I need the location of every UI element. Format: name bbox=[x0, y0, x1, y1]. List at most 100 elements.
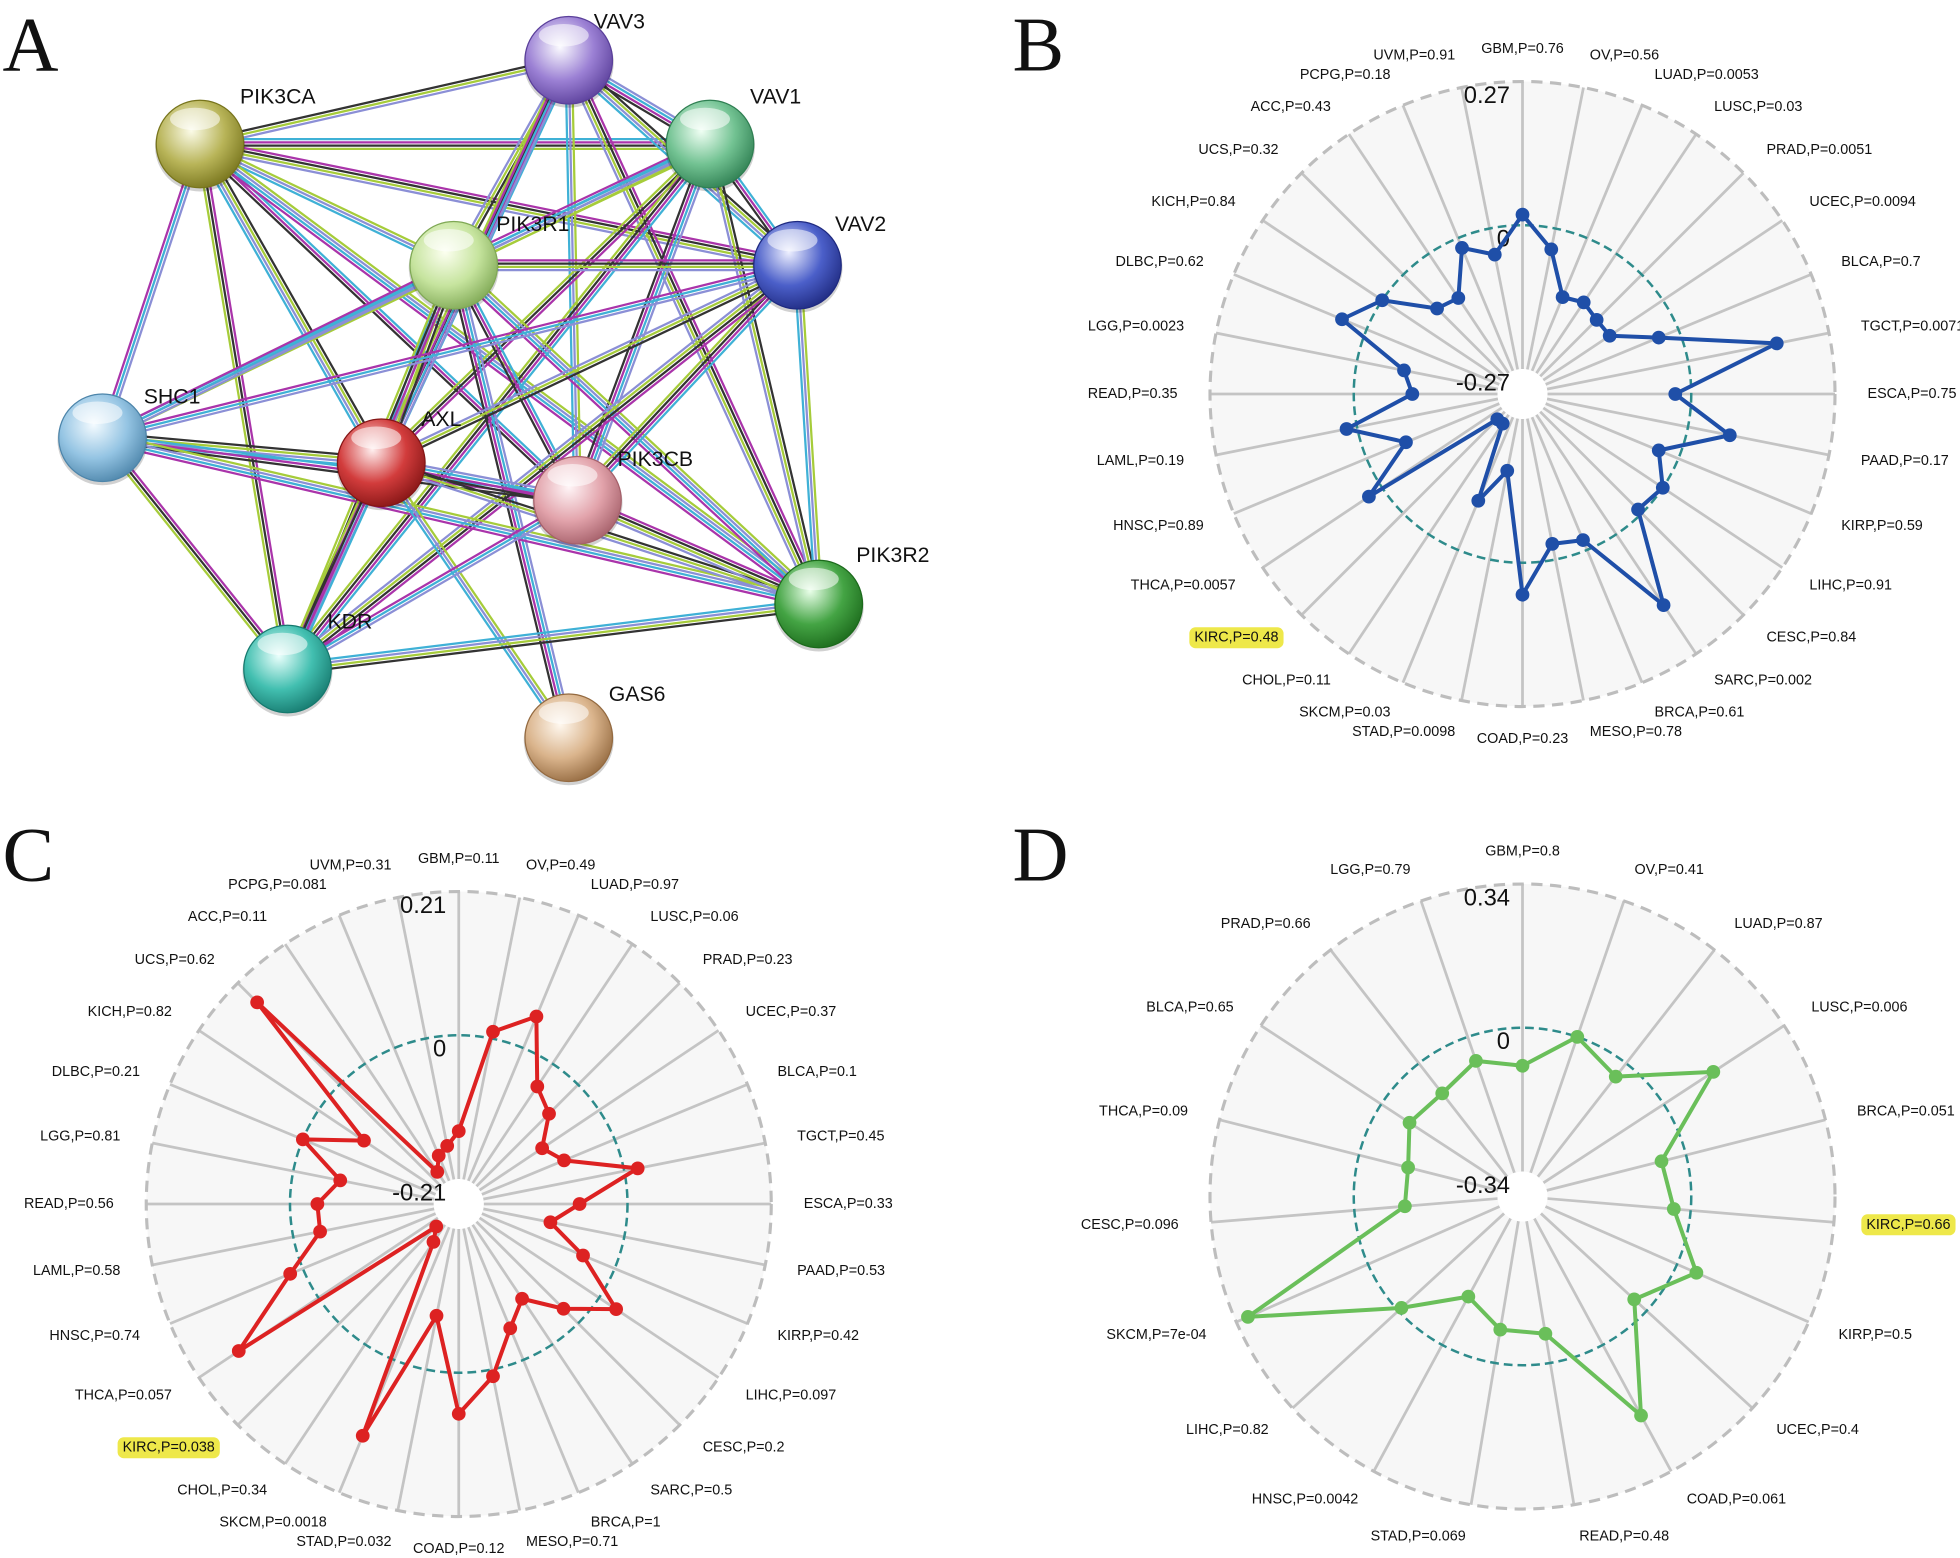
data-point bbox=[1335, 312, 1349, 327]
data-point bbox=[1570, 1030, 1585, 1044]
edge bbox=[203, 141, 387, 461]
data-point bbox=[431, 1148, 446, 1163]
edge bbox=[98, 142, 198, 438]
spoke-label: ACC,P=0.11 bbox=[188, 909, 267, 925]
panel-letter: C bbox=[3, 812, 55, 898]
spoke-label: CHOL,P=0.11 bbox=[1242, 673, 1331, 689]
data-point bbox=[515, 1291, 529, 1306]
data-point bbox=[1722, 428, 1737, 443]
data-point bbox=[1451, 291, 1466, 305]
inner-ring bbox=[1497, 369, 1548, 419]
spoke-label: HNSC,P=0.74 bbox=[49, 1328, 140, 1344]
spoke-label: COAD,P=0.23 bbox=[1477, 731, 1568, 747]
node-label: KDR bbox=[328, 609, 373, 633]
edge bbox=[102, 264, 455, 439]
zero-ring bbox=[1352, 1026, 1693, 1367]
data-point bbox=[1634, 1408, 1648, 1423]
spoke-label: THCA,P=0.0057 bbox=[1131, 577, 1236, 593]
edge bbox=[379, 261, 797, 461]
data-point bbox=[440, 1139, 455, 1153]
spoke-label: OV,P=0.41 bbox=[1635, 862, 1704, 878]
edge bbox=[197, 144, 381, 465]
spoke-label: READ,P=0.35 bbox=[1088, 386, 1178, 402]
spoke-label: UCEC,P=0.0094 bbox=[1809, 194, 1916, 210]
node-shine bbox=[538, 24, 589, 47]
data-point bbox=[313, 1224, 327, 1239]
node-label: VAV3 bbox=[594, 9, 645, 33]
data-point bbox=[1394, 1301, 1409, 1315]
spoke-label: UCEC,P=0.4 bbox=[1776, 1422, 1859, 1438]
spoke-label: KIRC,P=0.48 bbox=[1194, 630, 1278, 646]
edge bbox=[100, 261, 453, 436]
data-point bbox=[1706, 1064, 1721, 1079]
data-point bbox=[426, 1234, 441, 1249]
data-point bbox=[535, 1141, 550, 1156]
edge bbox=[287, 607, 820, 675]
spoke bbox=[169, 1212, 437, 1325]
edge bbox=[104, 435, 291, 668]
label-highlight bbox=[1189, 627, 1284, 649]
edge bbox=[574, 143, 710, 501]
spoke-label: MESO,P=0.78 bbox=[1590, 724, 1682, 740]
data-point bbox=[1538, 1326, 1553, 1341]
spoke bbox=[478, 1029, 720, 1192]
node-shine bbox=[680, 107, 730, 131]
edge bbox=[200, 142, 384, 463]
edge bbox=[101, 441, 818, 610]
spoke-label: KIRP,P=0.42 bbox=[777, 1328, 859, 1344]
edge bbox=[287, 601, 819, 669]
spoke-label: SKCM,P=0.03 bbox=[1299, 705, 1390, 721]
spoke-label: KIRP,P=0.5 bbox=[1838, 1327, 1912, 1343]
node-label: PIK3R1 bbox=[496, 212, 569, 236]
spoke-label: PRAD,P=0.66 bbox=[1221, 916, 1311, 932]
edge bbox=[99, 439, 286, 672]
spoke bbox=[1300, 410, 1506, 616]
edge bbox=[566, 60, 819, 606]
spoke bbox=[1542, 219, 1784, 382]
data-point bbox=[1515, 587, 1530, 602]
ring-label: -0.27 bbox=[1456, 369, 1510, 396]
node-shine bbox=[538, 701, 589, 724]
spoke-label: BRCA,P=0.61 bbox=[1655, 705, 1745, 721]
edge bbox=[712, 142, 824, 604]
node-label: PIK3CA bbox=[240, 84, 316, 108]
edge bbox=[101, 143, 202, 439]
node-shine bbox=[547, 464, 598, 487]
node-shine bbox=[767, 229, 818, 252]
edge bbox=[796, 265, 820, 605]
spoke-label: KICH,P=0.84 bbox=[1151, 194, 1235, 210]
spoke-label: ACC,P=0.43 bbox=[1251, 99, 1331, 115]
data-point bbox=[1471, 493, 1486, 508]
spoke-label: PAAD,P=0.17 bbox=[1861, 453, 1949, 469]
data-point bbox=[429, 1308, 444, 1323]
data-point bbox=[283, 1266, 298, 1281]
spoke-label: LAML,P=0.58 bbox=[33, 1263, 120, 1279]
label-highlight bbox=[117, 1437, 220, 1459]
node-label: VAV2 bbox=[835, 212, 886, 236]
data-point bbox=[1375, 293, 1390, 308]
data-point bbox=[1651, 330, 1666, 345]
spoke-label: CESC,P=0.84 bbox=[1766, 630, 1856, 646]
data-point bbox=[556, 1301, 571, 1316]
data-point bbox=[630, 1161, 645, 1176]
spoke-label: UCEC,P=0.37 bbox=[746, 1004, 837, 1020]
spoke-label: OV,P=0.49 bbox=[526, 857, 595, 873]
spoke bbox=[1542, 1024, 1785, 1184]
spoke bbox=[396, 1228, 456, 1511]
spoke-label: TGCT,P=0.0071 bbox=[1861, 318, 1960, 334]
spoke-label: PRAD,P=0.23 bbox=[703, 952, 793, 968]
edge bbox=[285, 263, 798, 669]
edge bbox=[285, 142, 710, 669]
edge bbox=[287, 604, 820, 672]
spoke-label: UVM,P=0.91 bbox=[1373, 47, 1455, 63]
spoke-label: CESC,P=0.096 bbox=[1081, 1217, 1179, 1233]
series-line bbox=[1245, 1034, 1716, 1418]
inner-ring bbox=[433, 1179, 484, 1229]
spoke-label: STAD,P=0.032 bbox=[296, 1534, 391, 1550]
spoke bbox=[1419, 900, 1516, 1174]
edge bbox=[572, 57, 825, 603]
data-point bbox=[503, 1321, 518, 1336]
inner-ring bbox=[1497, 1171, 1548, 1222]
spoke-label: BRCA,P=0.051 bbox=[1857, 1104, 1955, 1120]
edge bbox=[102, 435, 820, 604]
